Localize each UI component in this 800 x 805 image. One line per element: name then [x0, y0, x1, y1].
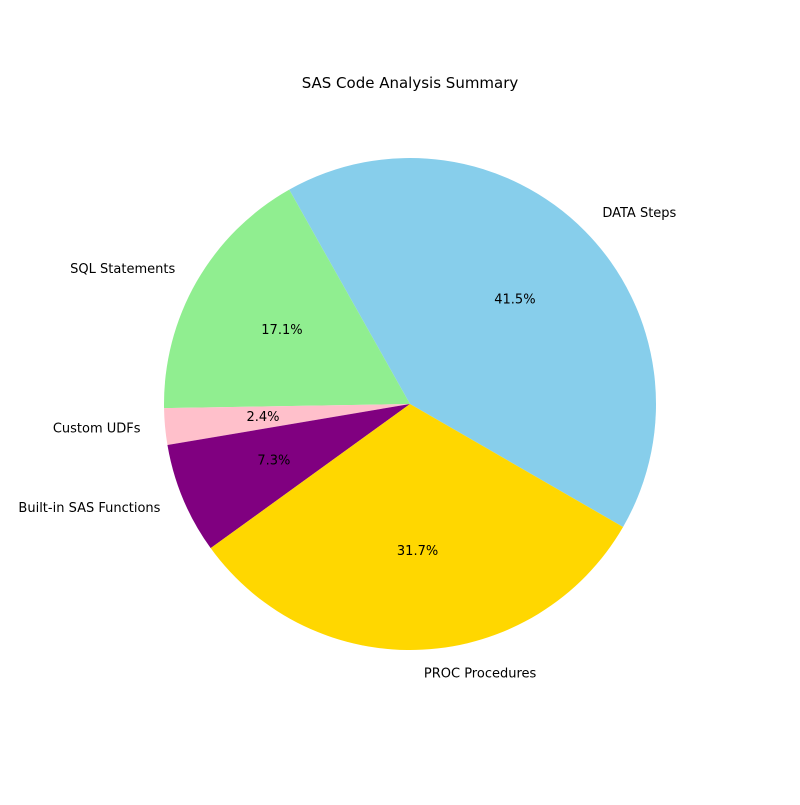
- slice-percent-proc-procedures: 31.7%: [397, 544, 438, 559]
- slice-label-data-steps: DATA Steps: [602, 206, 676, 221]
- slice-label-built-in-sas-functions: Built-in SAS Functions: [18, 501, 160, 516]
- slice-label-custom-udfs: Custom UDFs: [53, 421, 141, 436]
- slice-percent-data-steps: 41.5%: [494, 293, 535, 308]
- slice-percent-custom-udfs: 2.4%: [247, 410, 280, 425]
- chart-title: SAS Code Analysis Summary: [302, 74, 519, 92]
- pie-slice-custom-udfs: [164, 404, 410, 446]
- pie-labels: DATA Steps 41.5% SQL Statements 17.1% Custom…: [18, 206, 676, 682]
- pie-slice-data-steps: [289, 158, 656, 527]
- pie-slices: [164, 158, 656, 650]
- pie-slice-sql-statements: [164, 189, 410, 409]
- pie-slice-built-in-sas-functions: [167, 404, 410, 549]
- slice-percent-sql-statements: 17.1%: [261, 323, 302, 338]
- slice-label-sql-statements: SQL Statements: [70, 262, 175, 277]
- slice-label-proc-procedures: PROC Procedures: [424, 667, 537, 682]
- pie-slice-proc-procedures: [210, 404, 624, 650]
- slice-percent-built-in-sas-functions: 7.3%: [257, 454, 290, 469]
